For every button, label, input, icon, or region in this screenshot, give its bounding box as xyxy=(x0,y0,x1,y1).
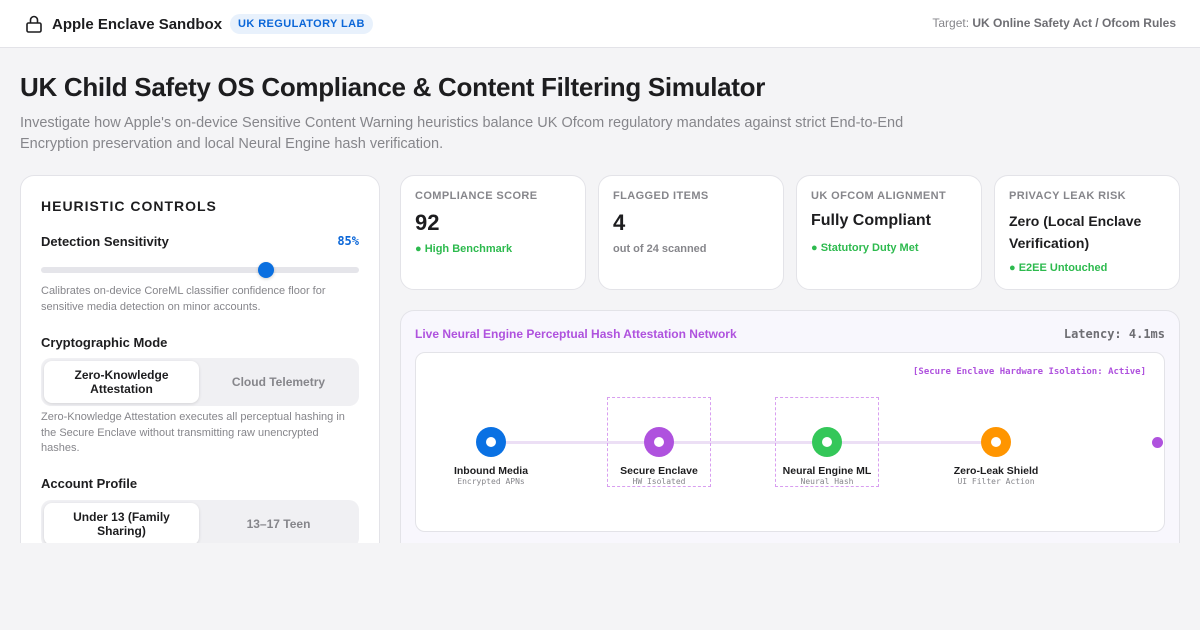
regulatory-badge: UK REGULATORY LAB xyxy=(230,14,373,34)
node-neural-engine[interactable] xyxy=(812,427,842,457)
sensitivity-label: Detection Sensitivity xyxy=(41,234,169,249)
account-profile-label: Account Profile xyxy=(41,476,138,491)
node-sublabel: HW Isolated xyxy=(632,477,686,486)
card-label: COMPLIANCE SCORE xyxy=(415,190,538,202)
card-value: Fully Compliant xyxy=(811,212,931,229)
node-inbound-media[interactable] xyxy=(476,427,506,457)
card-note: ● E2EE Untouched xyxy=(1009,262,1108,274)
card-label: UK OFCOM ALIGNMENT xyxy=(811,190,947,202)
account-profile-segmented-control: Under 13 (Family Sharing) 13–17 Teen xyxy=(41,500,359,543)
crypto-mode-label: Cryptographic Mode xyxy=(41,335,168,350)
card-value: 4 xyxy=(613,210,626,235)
isolation-box xyxy=(607,397,711,487)
under-13-option[interactable]: Under 13 (Family Sharing) xyxy=(44,503,199,543)
node-label: Neural Engine ML xyxy=(782,465,872,477)
flagged-items-card: FLAGGED ITEMS 4 out of 24 scanned xyxy=(598,175,784,290)
node-label: Secure Enclave xyxy=(620,465,698,477)
teen-option[interactable]: 13–17 Teen xyxy=(246,517,311,531)
node-label: Inbound Media xyxy=(453,465,529,477)
page-title: UK Child Safety OS Compliance & Content … xyxy=(20,72,766,102)
network-title: Live Neural Engine Perceptual Hash Attes… xyxy=(415,327,737,341)
sensitivity-slider-track[interactable] xyxy=(41,267,359,273)
privacy-leak-risk-card: PRIVACY LEAK RISK Zero (Local Enclave Ve… xyxy=(994,175,1180,290)
card-label: PRIVACY LEAK RISK xyxy=(1009,190,1127,202)
isolation-status: [Secure Enclave Hardware Isolation: Acti… xyxy=(913,367,1146,377)
heuristic-controls-panel: HEURISTIC CONTROLS Detection Sensitivity… xyxy=(20,175,380,543)
node-secure-enclave[interactable] xyxy=(644,427,674,457)
connection-line xyxy=(492,441,997,444)
lock-icon xyxy=(26,15,42,33)
attestation-network-panel: Live Neural Engine Perceptual Hash Attes… xyxy=(400,310,1180,543)
node-label: Zero-Leak Shield xyxy=(953,465,1039,477)
crypto-mode-segmented-control: Zero-Knowledge Attestation Cloud Telemet… xyxy=(41,358,359,406)
node-sublabel: Encrypted APNs xyxy=(457,477,525,486)
latency-readout: Latency: 4.1ms xyxy=(1063,327,1165,341)
target-info: Target: UK Online Safety Act / Ofcom Rul… xyxy=(932,16,1176,30)
brand: Apple Enclave Sandbox UK REGULATORY LAB xyxy=(24,13,373,35)
card-note: ● Statutory Duty Met xyxy=(811,242,919,254)
ofcom-alignment-card: UK OFCOM ALIGNMENT Fully Compliant ● Sta… xyxy=(796,175,982,290)
node-sublabel: UI Filter Action xyxy=(957,477,1035,486)
network-diagram: [Secure Enclave Hardware Isolation: Acti… xyxy=(415,352,1165,532)
node-sublabel: Neural Hash xyxy=(800,477,854,486)
sensitivity-help: Calibrates on-device CoreML classifier c… xyxy=(41,285,326,313)
page-description: Investigate how Apple's on-device Sensit… xyxy=(20,115,904,152)
sensitivity-slider-thumb[interactable] xyxy=(258,262,274,278)
target-value: UK Online Safety Act / Ofcom Rules xyxy=(972,16,1176,30)
panel-title: HEURISTIC CONTROLS xyxy=(41,198,217,214)
card-value: 92 xyxy=(415,210,440,235)
compliance-score-card: COMPLIANCE SCORE 92 ● High Benchmark xyxy=(400,175,586,290)
crypto-mode-help: Zero-Knowledge Attestation executes all … xyxy=(41,411,345,454)
cloud-telemetry-option[interactable]: Cloud Telemetry xyxy=(231,375,326,389)
node-zero-leak-shield[interactable] xyxy=(981,427,1011,457)
isolation-box xyxy=(775,397,879,487)
card-label: FLAGGED ITEMS xyxy=(613,190,709,202)
data-packet-dot xyxy=(1152,437,1163,448)
target-label: Target: xyxy=(932,16,970,30)
app-name: Apple Enclave Sandbox xyxy=(52,15,223,33)
card-note: out of 24 scanned xyxy=(613,243,707,255)
zero-knowledge-option[interactable]: Zero-Knowledge Attestation xyxy=(44,361,199,403)
card-value: Zero (Local Enclave Verification) xyxy=(1009,213,1142,251)
sensitivity-value: 85% xyxy=(337,234,359,248)
top-bar: Apple Enclave Sandbox UK REGULATORY LAB … xyxy=(0,0,1200,48)
card-note: ● High Benchmark xyxy=(415,243,513,255)
